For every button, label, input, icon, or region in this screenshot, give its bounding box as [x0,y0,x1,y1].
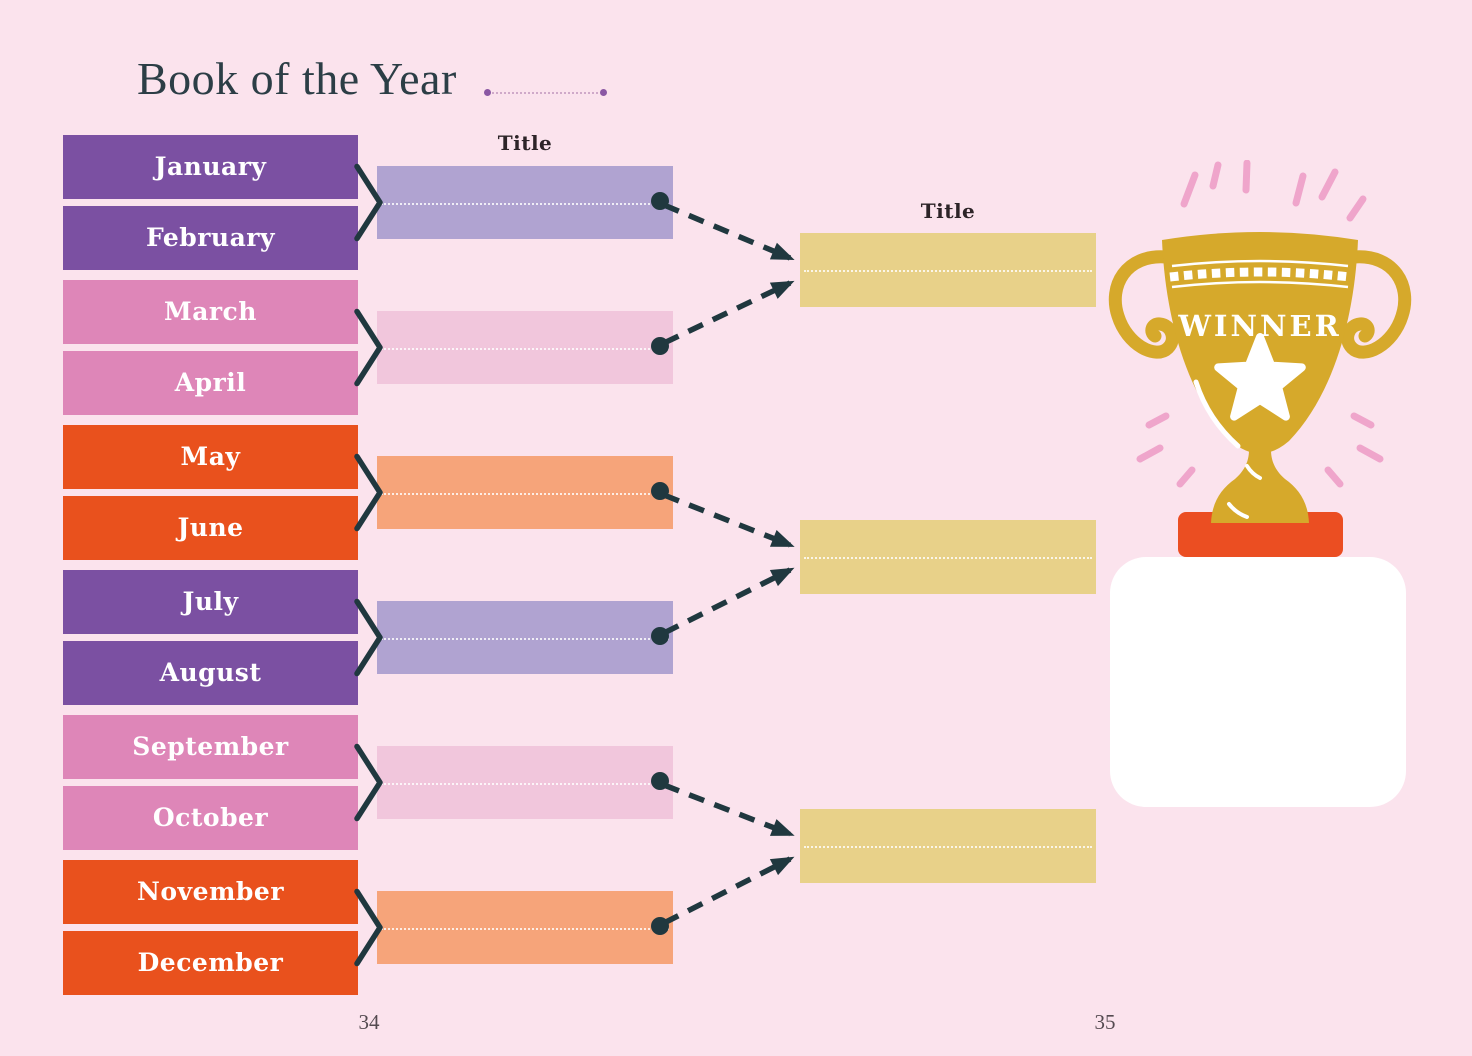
dashed-arrow [662,202,795,261]
dashed-arrow [662,856,795,926]
title-ruled-line[interactable] [492,92,598,94]
month-box-december: December [63,931,358,995]
trophy-handle-left [1108,250,1179,359]
winner-note-box[interactable] [1110,557,1406,807]
write-line [381,347,669,350]
trophy-highlights [1193,379,1262,519]
page-title: Book of the Year [137,53,457,104]
round2-title-label: Title [497,131,553,155]
trophy-stem [1211,450,1309,523]
month-box-june: June [63,496,358,560]
month-box-may: May [63,425,358,489]
star-icon [1214,333,1306,421]
write-line [381,492,669,495]
round2-slot-1[interactable] [377,166,673,239]
month-box-march: March [63,280,358,344]
month-box-july: July [63,570,358,634]
ruled-line-start-dot [484,89,491,96]
month-box-october: October [63,786,358,850]
dashed-arrow [662,567,795,636]
page-number-right: 35 [1094,1010,1116,1034]
dashed-arrow [662,280,795,346]
write-line [381,782,669,785]
trophy-band [1169,259,1351,289]
month-box-september: September [63,715,358,779]
month-box-august: August [63,641,358,705]
round2-slot-6[interactable] [377,891,673,964]
month-box-april: April [63,351,358,415]
round3-slot-3[interactable] [800,809,1096,883]
write-line [804,270,1092,272]
round3-slot-2[interactable] [800,520,1096,594]
trophy-rays [1136,160,1384,488]
write-line [381,927,669,930]
round2-slot-5[interactable] [377,746,673,819]
round3-slot-1[interactable] [800,233,1096,307]
write-line [381,202,669,205]
dashed-arrow [663,782,795,837]
month-box-november: November [63,860,358,924]
month-box-january: January [63,135,358,199]
write-line [381,637,669,640]
month-box-february: February [63,206,358,270]
page-number-left: 34 [358,1010,380,1034]
trophy-base [1178,512,1343,557]
round2-slot-3[interactable] [377,456,673,529]
ruled-line-end-dot [600,89,607,96]
trophy-handle-right [1341,250,1412,359]
round3-title-label: Title [920,199,976,223]
write-line [804,557,1092,559]
round2-slot-2[interactable] [377,311,673,384]
round2-slot-4[interactable] [377,601,673,674]
trophy-illustration: WINNER [1108,160,1412,557]
write-line [804,846,1092,848]
dashed-arrow [662,492,795,548]
